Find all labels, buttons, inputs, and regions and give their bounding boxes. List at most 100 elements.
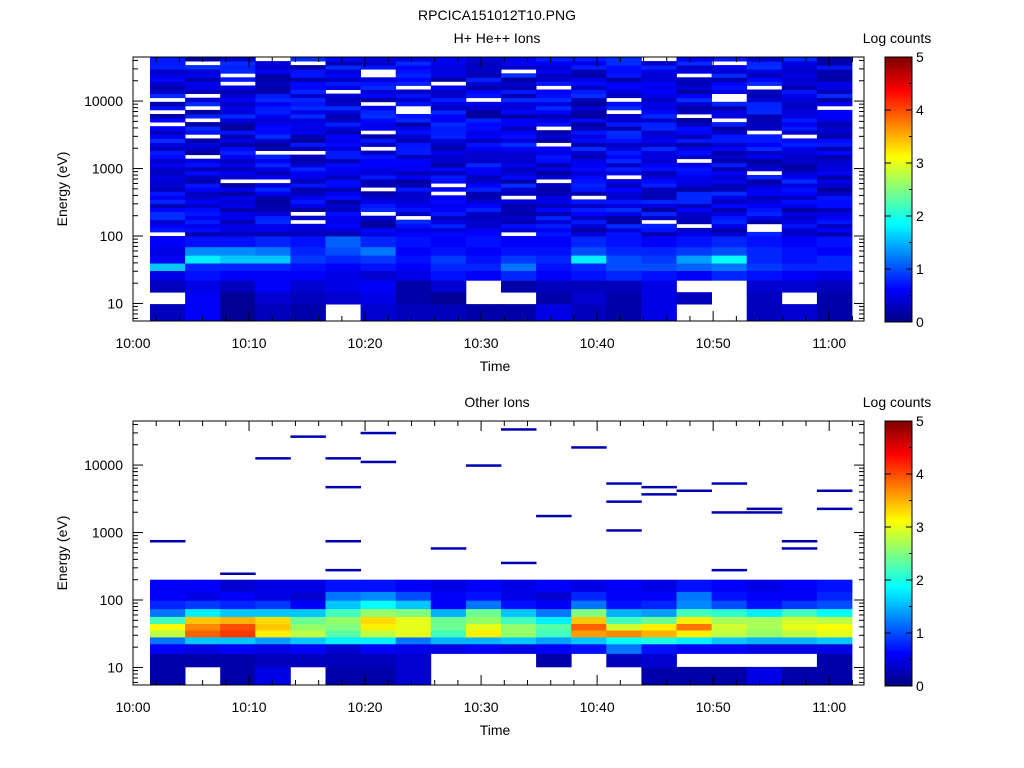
heatmap-cell: [676, 179, 712, 184]
colorbar-segment: [885, 654, 912, 658]
heatmap-cell: [395, 199, 432, 204]
colorbar-segment: [885, 110, 912, 114]
heatmap-cell: [360, 643, 397, 654]
heatmap-cell: [781, 207, 818, 212]
heatmap-cell: [641, 608, 677, 617]
colorbar-segment: [885, 455, 912, 459]
heatmap-cell: [290, 591, 326, 601]
heatmap-cell: [325, 69, 361, 74]
heatmap-cell: [185, 142, 221, 147]
heatmap-cell: [360, 89, 397, 94]
heatmap-cell: [501, 134, 537, 139]
heatmap-cell: [430, 199, 467, 204]
heatmap-cell: [290, 236, 326, 248]
heatmap-cell: [641, 142, 677, 147]
heatmap-cell: [676, 65, 712, 70]
colorbar-segment: [885, 115, 912, 119]
heatmap-cell: [360, 600, 397, 610]
heatmap-cell: [185, 223, 221, 229]
colorbar-segment: [885, 569, 912, 573]
heatmap-cell: [255, 170, 291, 176]
heatmap-cell: [360, 227, 397, 233]
heatmap-cell: [501, 61, 537, 66]
heatmap-cell: [290, 223, 326, 229]
heatmap-cell: [220, 637, 256, 645]
heatmap-cell: [465, 579, 502, 592]
heatmap-cell: [501, 304, 537, 322]
heatmap-cell: [641, 280, 677, 293]
colorbar-segment: [885, 664, 912, 668]
heatmap-cell: [220, 134, 256, 139]
heatmap-cell: [255, 85, 291, 90]
heatmap-cell: [641, 105, 677, 111]
heatmap-cell: [325, 97, 361, 103]
colorbar-segment: [885, 545, 912, 549]
heatmap-cell: [711, 57, 748, 62]
heatmap-cell: [220, 215, 256, 221]
heatmap-cell: [816, 114, 853, 119]
heatmap-cell: [255, 623, 291, 631]
heatmap-cell: [536, 150, 572, 156]
heatmap-cell: [185, 579, 221, 592]
heatmap-cell: [641, 162, 677, 168]
heatmap-cell: [641, 653, 677, 668]
colorbar-segment: [885, 239, 912, 243]
heatmap-cell: [395, 166, 432, 172]
heatmap-cell: [395, 653, 432, 668]
heatmap-cell: [220, 608, 256, 617]
colorbar-segment: [885, 667, 912, 671]
colorbar-segment: [885, 550, 912, 554]
heatmap-cell: [606, 270, 642, 281]
heatmap-cell: [501, 162, 537, 168]
colorbar-segment: [885, 242, 912, 246]
colorbar-segment: [885, 276, 912, 281]
heatmap-cell: [185, 600, 221, 610]
heatmap-cell: [711, 211, 748, 217]
colorbar-segment: [885, 659, 912, 663]
heatmap-cell: [430, 292, 467, 305]
heatmap-cell: [676, 170, 712, 176]
heatmap-cell: [641, 166, 677, 172]
heatmap-cell: [290, 85, 326, 90]
heatmap-cell: [255, 154, 291, 160]
heatmap-cell: [606, 134, 642, 139]
heatmap-cell: [571, 179, 607, 184]
heatmap-cell: [781, 158, 818, 164]
heatmap-cell: [150, 183, 186, 188]
heatmap-cell: [185, 608, 221, 617]
heatmap-cell: [360, 158, 397, 164]
heatmap-cell: [220, 175, 256, 180]
heatmap-cell: [816, 146, 853, 151]
heatmap-cell: [395, 579, 432, 592]
heatmap-cell: [430, 304, 467, 322]
heatmap-cell: [781, 93, 818, 99]
heatmap-cell: [641, 118, 677, 123]
heatmap-cell: [746, 162, 783, 168]
heatmap-cell: [150, 643, 186, 654]
heatmap-cell: [676, 591, 712, 601]
heatmap-cell: [676, 69, 712, 74]
heatmap-cell: [641, 255, 677, 264]
heatmap-cell: [746, 158, 783, 164]
heatmap-cell: [360, 203, 397, 208]
heatmap-cell: [360, 292, 397, 305]
colorbar-segment: [885, 635, 912, 639]
heatmap-cell: [325, 211, 361, 217]
colorbar-segment: [885, 609, 912, 613]
heatmap-cell: [360, 138, 397, 143]
colorbar-segment: [885, 202, 912, 206]
heatmap-cell: [360, 304, 397, 322]
heatmap-cell: [430, 223, 467, 229]
colorbar-segment: [885, 160, 912, 164]
heatmap-cell: [360, 191, 397, 196]
heatmap-cell: [816, 61, 853, 66]
heatmap-cell: [571, 85, 607, 90]
heatmap-cell: [816, 207, 853, 212]
heatmap-cell: [746, 105, 783, 111]
heatmap-cell: [290, 187, 326, 192]
heatmap-cell: [465, 211, 502, 217]
heatmap-cell: [430, 179, 467, 184]
heatmap-cell: [465, 138, 502, 143]
heatmap-cell: [325, 263, 361, 271]
colorbar-tick-label: 2: [916, 208, 924, 224]
